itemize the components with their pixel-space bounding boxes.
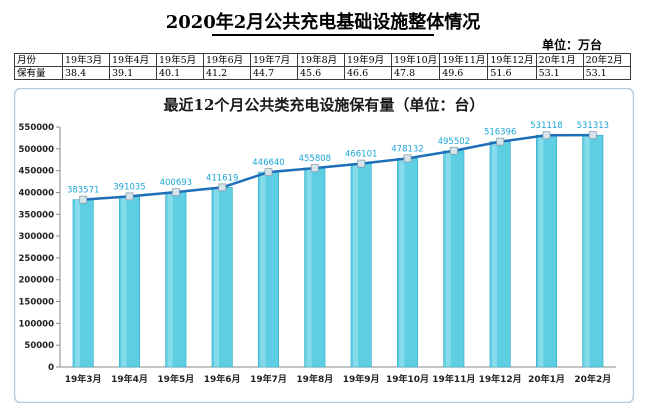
table-cell: 20年2月 — [582, 53, 631, 67]
bar-highlight — [121, 196, 127, 367]
table-row-values: 保有量 38.4 39.1 40.1 41.2 44.7 45.6 46.6 4… — [14, 66, 631, 80]
line-marker — [310, 164, 319, 173]
table-cell: 39.1 — [109, 66, 157, 80]
bar-highlight — [445, 150, 451, 367]
y-tick-label: 100000 — [19, 319, 55, 329]
table-cell: 19年4月 — [109, 53, 157, 67]
bar-highlight — [538, 135, 544, 367]
table-cell: 49.6 — [439, 66, 489, 80]
y-tick-label: 0 — [48, 363, 54, 373]
bar-highlight — [399, 158, 405, 367]
data-label: 383571 — [67, 186, 99, 196]
table-cell: 51.6 — [487, 66, 537, 80]
table-cell: 47.8 — [390, 66, 441, 80]
y-tick-label: 50000 — [24, 341, 54, 351]
x-tick-label: 19年8月 — [296, 373, 333, 385]
table-cell: 19年11月 — [439, 53, 489, 67]
table-cell: 19年9月 — [344, 53, 392, 67]
x-tick-label: 19年4月 — [111, 373, 148, 385]
y-tick-label: 400000 — [19, 188, 55, 198]
data-table: 月份 19年3月 19年4月 19年5月 19年6月 19年7月 19年8月 1… — [14, 53, 631, 80]
table-cell: 19年7月 — [250, 53, 298, 67]
table-cell: 40.1 — [156, 66, 204, 80]
line-marker — [125, 192, 134, 201]
bar-highlight — [306, 168, 312, 367]
data-label: 478132 — [391, 144, 423, 154]
bar-highlight — [491, 141, 498, 367]
table-cell: 19年10月 — [390, 53, 441, 67]
line-marker — [542, 131, 551, 140]
page-title: 2020年2月公共充电基础设施整体情况 — [165, 12, 481, 33]
y-tick-label: 250000 — [19, 254, 55, 264]
x-tick-label: 19年5月 — [157, 373, 194, 385]
bar-highlight — [213, 187, 220, 367]
row-header-count: 保有量 — [14, 66, 63, 80]
line-marker — [357, 159, 366, 168]
data-label: 446640 — [252, 158, 284, 168]
series-line — [83, 133, 593, 201]
x-tick-label: 20年1月 — [528, 373, 565, 385]
chart-title: 最近12个月公共类充电设施保有量（单位：台） — [164, 96, 485, 114]
table-cell: 53.1 — [535, 66, 584, 80]
y-tick-label: 350000 — [19, 210, 55, 220]
table-cell: 19年12月 — [487, 53, 537, 67]
line-marker — [218, 183, 227, 192]
x-tick-label: 19年9月 — [343, 373, 380, 385]
data-label: 495502 — [438, 137, 470, 147]
table-cell: 20年1月 — [535, 53, 584, 67]
x-tick-label: 19年10月 — [386, 373, 429, 385]
y-tick-label: 450000 — [19, 167, 55, 177]
x-tick-label: 19年6月 — [204, 373, 241, 385]
table-cell: 19年5月 — [156, 53, 204, 67]
x-tick-label: 19年11月 — [432, 373, 475, 385]
y-tick-label: 550000 — [19, 123, 55, 133]
bar-highlight — [352, 163, 359, 367]
data-label: 531118 — [530, 121, 562, 131]
chart-area: 最近12个月公共类充电设施保有量（单位：台） 0 50000 100000 150000… — [14, 88, 634, 403]
bar-highlight — [584, 135, 590, 367]
bar-highlight — [260, 172, 266, 367]
table-cell: 19年6月 — [203, 53, 251, 67]
table-cell: 45.6 — [297, 66, 345, 80]
data-label: 411619 — [206, 173, 238, 183]
x-tick-label: 19年7月 — [250, 373, 287, 385]
title-underline — [212, 34, 434, 36]
y-tick-label: 500000 — [19, 145, 55, 155]
row-header-month: 月份 — [14, 53, 63, 67]
line-marker — [403, 154, 412, 163]
bar-highlight — [74, 199, 81, 367]
table-cell: 46.6 — [344, 66, 392, 80]
data-label: 391035 — [113, 182, 145, 192]
y-tick-label: 200000 — [19, 276, 55, 286]
bar-highlight — [167, 192, 173, 367]
line-marker — [588, 131, 597, 140]
x-tick-label: 19年12月 — [479, 373, 522, 385]
line-marker — [449, 146, 458, 155]
table-cell: 38.4 — [62, 66, 110, 80]
line-marker — [171, 188, 180, 197]
x-tick-label: 20年2月 — [574, 373, 611, 385]
x-tick-label: 19年3月 — [65, 373, 102, 385]
line-marker — [264, 168, 273, 177]
table-cell: 19年3月 — [62, 53, 110, 67]
table-cell: 53.1 — [582, 66, 631, 80]
table-row-months: 月份 19年3月 19年4月 19年5月 19年6月 19年7月 19年8月 1… — [14, 53, 631, 67]
table-cell: 19年8月 — [297, 53, 345, 67]
data-label: 400693 — [160, 178, 192, 188]
table-cell: 41.2 — [203, 66, 251, 80]
table-cell: 44.7 — [250, 66, 298, 80]
unit-label: 单位：万台 — [541, 38, 602, 52]
data-label: 455808 — [299, 154, 331, 164]
line-marker — [79, 195, 88, 204]
y-tick-label: 300000 — [19, 232, 55, 242]
data-label: 516396 — [484, 128, 516, 138]
data-label: 531313 — [577, 121, 609, 131]
line-marker — [496, 137, 505, 146]
data-label: 466101 — [345, 150, 377, 160]
y-tick-label: 150000 — [19, 298, 55, 308]
